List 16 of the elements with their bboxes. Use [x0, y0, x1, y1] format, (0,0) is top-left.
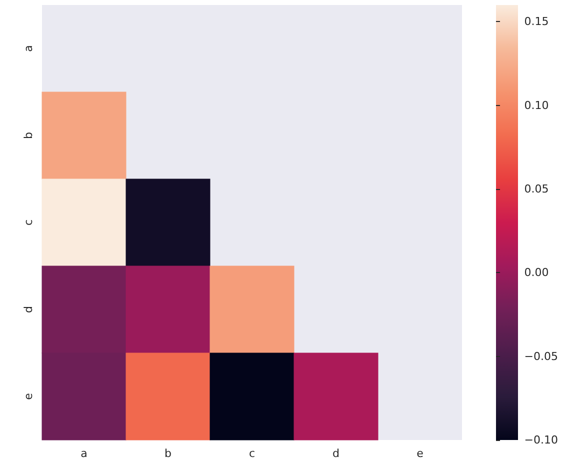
- x-tick-label: a: [80, 447, 88, 460]
- color-bar-label: 0.05: [524, 182, 549, 196]
- color-bar-label: 0.00: [524, 266, 549, 280]
- y-tick-label: c: [22, 219, 35, 226]
- color-bar-label: 0.15: [524, 15, 549, 28]
- y-tick-label: e: [22, 392, 35, 400]
- x-tick-label: b: [164, 447, 172, 460]
- y-tick-label: a: [22, 45, 35, 52]
- color-bar-label: 0.10: [524, 98, 549, 112]
- color-bar-label: −0.10: [524, 434, 558, 446]
- x-tick-label: e: [416, 447, 424, 460]
- x-tick-label: d: [332, 447, 340, 460]
- color-bar-label: −0.05: [524, 350, 558, 363]
- y-tick-label: b: [22, 132, 35, 139]
- x-tick-label: c: [248, 447, 256, 460]
- y-tick-label: d: [22, 306, 35, 313]
